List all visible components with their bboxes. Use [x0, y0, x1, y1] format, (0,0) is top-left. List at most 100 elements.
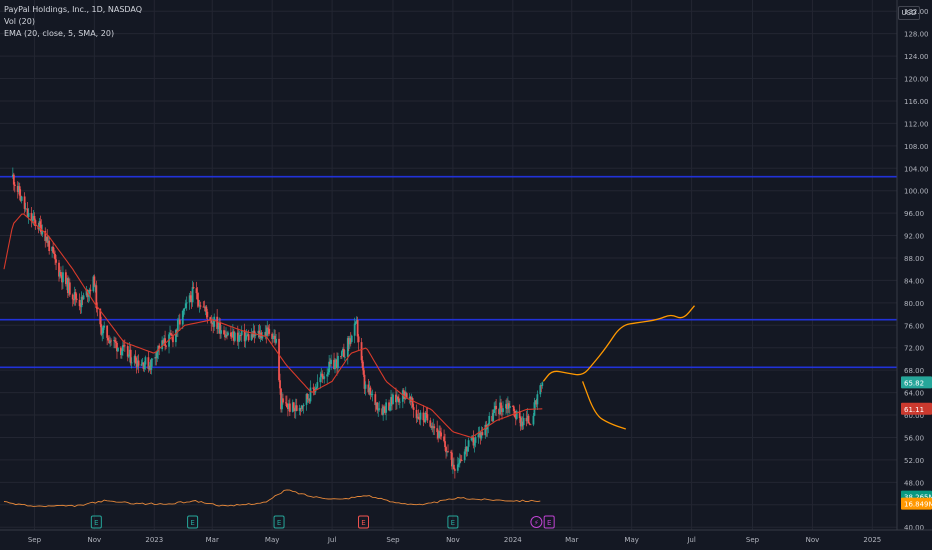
- candle-body: [87, 294, 90, 297]
- candle-body: [356, 319, 359, 337]
- candle-body: [520, 421, 523, 427]
- candle-body: [203, 306, 206, 308]
- candle-body: [481, 432, 484, 436]
- candle-body: [357, 336, 360, 343]
- candle-body: [181, 310, 184, 325]
- candle-body: [527, 415, 530, 424]
- candle-body: [417, 416, 420, 420]
- candle-body: [391, 397, 393, 405]
- candle-body: [11, 174, 14, 177]
- candle-body: [251, 334, 254, 338]
- candle-body: [134, 356, 137, 364]
- candle-body: [478, 432, 481, 435]
- candle-body: [536, 394, 539, 405]
- volume-line: [3, 489, 541, 508]
- candle-body: [415, 409, 418, 419]
- price-axis-tick: 112.00: [904, 120, 929, 128]
- candle-body: [233, 332, 236, 341]
- candle-body: [168, 334, 170, 347]
- candle-body: [285, 402, 287, 404]
- candle-body: [341, 348, 344, 352]
- candle-body: [217, 327, 220, 329]
- candle-body: [106, 325, 109, 338]
- candle-body: [108, 340, 111, 343]
- candle-body: [463, 451, 466, 461]
- candle-body: [445, 447, 447, 453]
- candle-body: [25, 208, 28, 210]
- currency-button[interactable]: USD: [898, 6, 920, 20]
- price-axis-tick: 104.00: [904, 165, 929, 173]
- time-axis-tick: Nov: [806, 536, 820, 544]
- candle-body: [54, 254, 56, 260]
- event-marker-label: E: [361, 519, 365, 527]
- candle-body: [218, 322, 221, 328]
- candle-body: [67, 282, 70, 294]
- candle-body: [329, 361, 332, 364]
- candle-body: [226, 334, 228, 336]
- candle-body: [103, 325, 106, 328]
- candle-body: [82, 295, 85, 300]
- candle-body: [390, 397, 392, 407]
- candle-body: [93, 276, 96, 287]
- candle-body: [363, 374, 366, 389]
- candle-body: [13, 184, 16, 187]
- volume-indicator-label[interactable]: Vol (20): [4, 17, 35, 26]
- price-axis-tick: 108.00: [904, 143, 929, 151]
- candle-body: [471, 437, 474, 439]
- candle-body: [370, 394, 373, 396]
- candle-body: [205, 306, 208, 312]
- candle-body: [239, 335, 242, 336]
- candle-body: [102, 327, 105, 334]
- candle-body: [86, 289, 89, 297]
- candle-body: [182, 308, 185, 311]
- candle-body: [472, 437, 475, 446]
- candle-body: [299, 408, 302, 409]
- candle-body: [246, 334, 249, 336]
- event-marker-earnings-negative[interactable]: E: [358, 515, 370, 529]
- time-axis-tick: Sep: [746, 536, 760, 544]
- candle-body: [33, 215, 36, 221]
- candle-body: [488, 415, 491, 424]
- candle-body: [540, 385, 543, 387]
- ema-indicator-label[interactable]: EMA (20, close, 5, SMA, 20): [4, 29, 115, 38]
- candle-body: [330, 359, 332, 364]
- candle-body: [88, 289, 91, 295]
- candle-body: [526, 415, 529, 422]
- candle-body: [432, 426, 435, 429]
- candle-body: [450, 451, 452, 453]
- event-marker-upcoming[interactable]: E: [543, 515, 555, 529]
- event-marker-earnings[interactable]: E: [447, 515, 459, 529]
- time-axis-tick: 2023: [145, 536, 163, 544]
- event-marker-earnings[interactable]: E: [187, 515, 199, 529]
- candle-body: [456, 464, 459, 471]
- candle-body: [360, 342, 363, 361]
- candle-body: [326, 374, 329, 377]
- candle-body: [459, 459, 462, 461]
- event-marker-earnings[interactable]: E: [90, 515, 102, 529]
- candle-body: [128, 349, 131, 355]
- candle-body: [144, 357, 147, 365]
- candle-body: [492, 413, 495, 422]
- candle-body: [429, 420, 432, 427]
- price-axis-tick: 76.00: [904, 322, 924, 330]
- candle-body: [92, 276, 95, 292]
- candle-body: [60, 272, 62, 276]
- candle-body: [185, 302, 188, 304]
- candle-body: [430, 425, 433, 427]
- time-axis-tick: Mar: [565, 536, 578, 544]
- candle-body: [294, 405, 297, 412]
- candle-body: [350, 335, 353, 342]
- candle-body: [189, 295, 192, 299]
- candle-body: [285, 403, 288, 408]
- candle-body: [140, 364, 143, 366]
- candle-body: [213, 316, 216, 327]
- candle-body: [224, 334, 226, 338]
- candle-body: [154, 357, 157, 359]
- event-marker-news[interactable]: ⚡: [530, 516, 543, 528]
- event-marker-earnings[interactable]: E: [273, 515, 285, 529]
- candle-body: [59, 272, 61, 277]
- time-axis-tick: Mar: [206, 536, 219, 544]
- candle-body: [383, 406, 386, 408]
